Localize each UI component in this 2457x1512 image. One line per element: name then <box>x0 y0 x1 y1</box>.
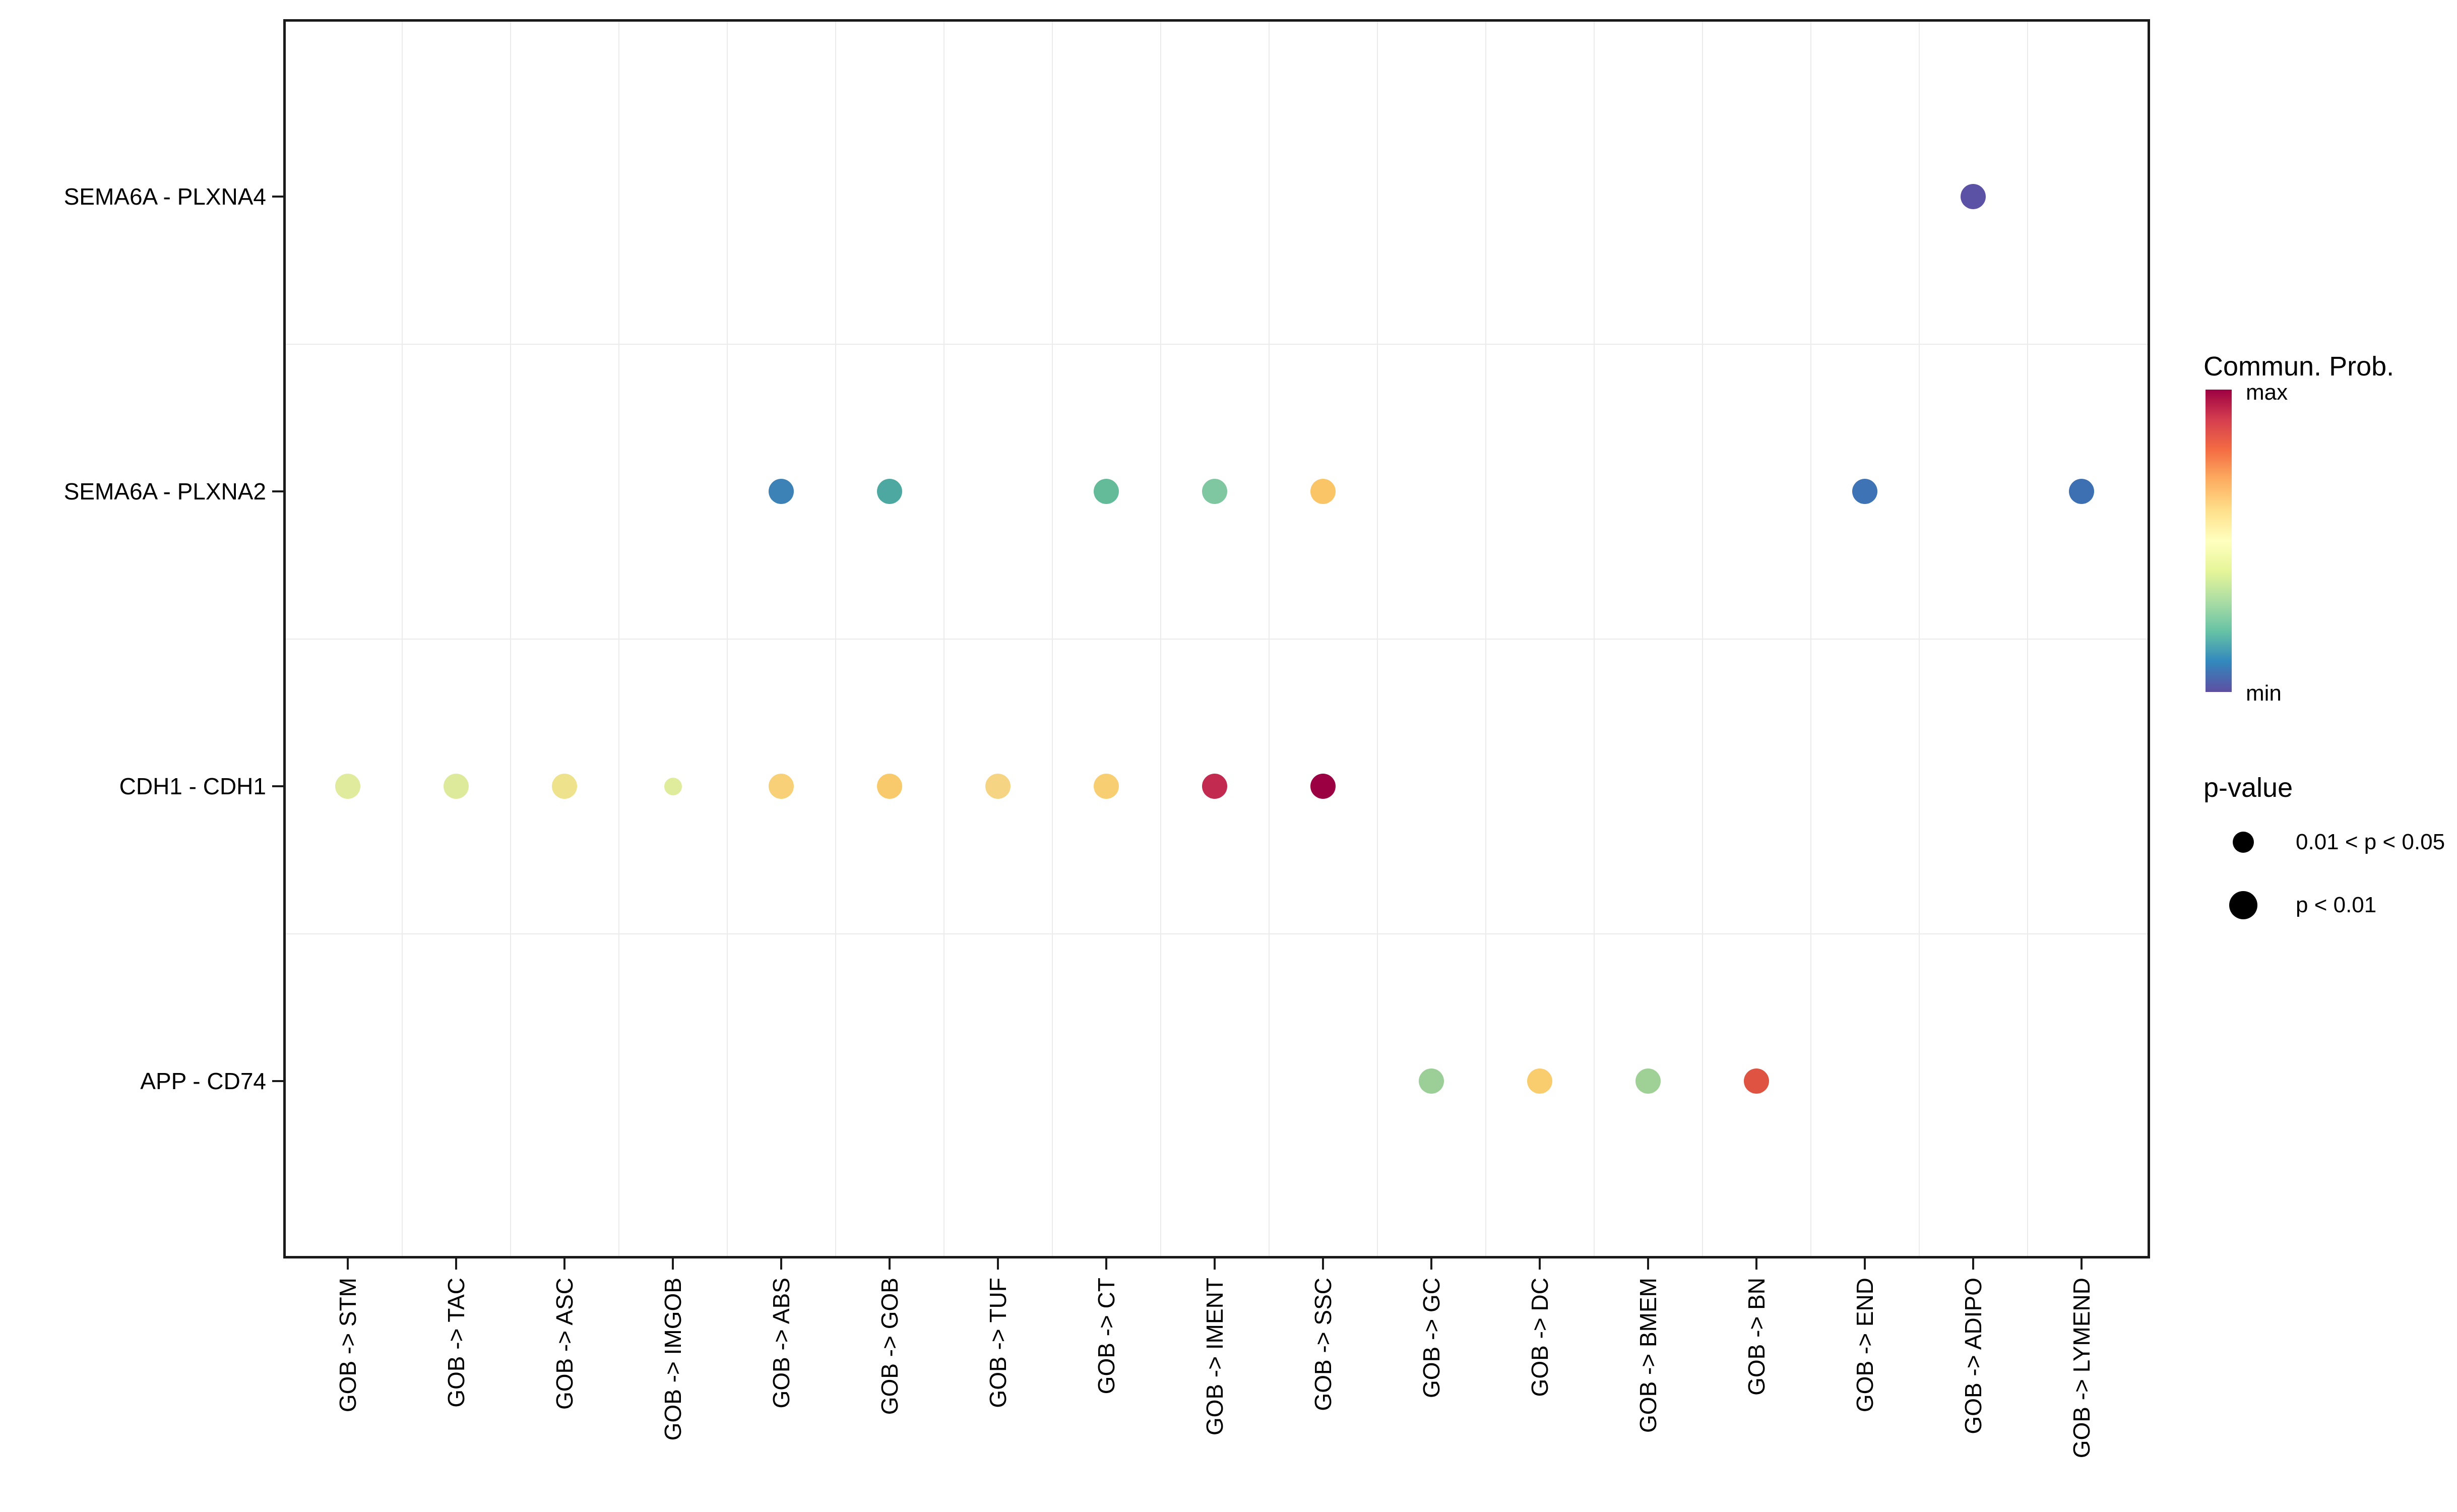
x-tick <box>347 1258 349 1270</box>
x-tick <box>1972 1258 1974 1270</box>
y-axis-label: CDH1 - CDH1 <box>119 773 266 799</box>
x-tick <box>1539 1258 1541 1270</box>
gridline-horizontal <box>286 933 2148 934</box>
colorbar-min-label: min <box>2246 681 2282 706</box>
pvalue-key-label-large: p < 0.01 <box>2296 893 2377 917</box>
x-tick <box>1755 1258 1757 1270</box>
data-point <box>769 479 794 504</box>
pvalue-key-dot-small <box>2233 832 2254 853</box>
pvalue-key-dot-large <box>2229 891 2257 919</box>
x-axis-label: GOB -> END <box>1852 1278 1878 1413</box>
y-tick <box>272 490 283 492</box>
y-tick <box>272 196 283 198</box>
y-axis-label: SEMA6A - PLXNA2 <box>64 478 266 505</box>
data-point <box>1202 479 1227 504</box>
data-point <box>1094 774 1119 799</box>
gridline-horizontal <box>286 343 2148 345</box>
data-point <box>1202 774 1227 799</box>
data-point <box>769 774 794 799</box>
data-point <box>985 774 1011 799</box>
x-axis-label: GOB -> TAC <box>443 1278 469 1408</box>
x-tick <box>672 1258 674 1270</box>
x-tick <box>1322 1258 1324 1270</box>
x-tick <box>563 1258 565 1270</box>
data-point <box>1527 1068 1552 1094</box>
x-axis-label: GOB -> STM <box>335 1278 361 1413</box>
colorbar-gradient <box>2206 390 2232 692</box>
x-axis-label: GOB -> GC <box>1418 1278 1444 1398</box>
color-legend-title: Commun. Prob. <box>2203 351 2395 382</box>
pvalue-legend-title: p-value <box>2203 773 2293 803</box>
x-axis-label: GOB -> CT <box>1093 1278 1119 1395</box>
x-axis-label: GOB -> LYMEND <box>2068 1278 2095 1459</box>
x-axis-label: GOB -> TUF <box>985 1278 1011 1408</box>
x-tick <box>1647 1258 1649 1270</box>
data-point <box>1852 479 1877 504</box>
x-axis-label: GOB -> GOB <box>876 1278 903 1415</box>
x-tick <box>1864 1258 1866 1270</box>
x-tick <box>2081 1258 2083 1270</box>
x-axis-label: GOB -> IMGOB <box>660 1278 686 1441</box>
data-point <box>1635 1068 1661 1094</box>
y-axis-label: APP - CD74 <box>140 1068 266 1094</box>
pvalue-key-label-small: 0.01 < p < 0.05 <box>2296 830 2445 854</box>
data-point <box>1310 479 1336 504</box>
y-tick <box>272 1080 283 1082</box>
data-point <box>877 479 902 504</box>
data-point <box>335 774 360 799</box>
data-point <box>444 774 469 799</box>
data-point <box>1744 1068 1769 1094</box>
data-point <box>552 774 577 799</box>
y-axis-label: SEMA6A - PLXNA4 <box>64 183 266 210</box>
x-axis-label: GOB -> ABS <box>768 1278 794 1409</box>
x-tick <box>997 1258 999 1270</box>
x-axis-label: GOB -> BMEM <box>1635 1278 1661 1433</box>
data-point <box>1961 184 1986 209</box>
x-tick <box>1105 1258 1107 1270</box>
x-axis-label: GOB -> ASC <box>551 1278 578 1410</box>
gridline-horizontal <box>286 638 2148 640</box>
data-point <box>1310 774 1336 799</box>
y-tick <box>272 785 283 787</box>
data-point <box>1094 479 1119 504</box>
x-axis-label: GOB -> DC <box>1527 1278 1553 1397</box>
x-axis-label: GOB -> BN <box>1743 1278 1770 1396</box>
x-tick <box>1430 1258 1432 1270</box>
data-point <box>1419 1068 1444 1094</box>
data-point <box>2069 479 2094 504</box>
data-point <box>877 774 902 799</box>
x-axis-label: GOB -> ADIPO <box>1960 1278 1986 1434</box>
x-axis-label: GOB -> IMENT <box>1202 1278 1228 1436</box>
colorbar-max-label: max <box>2246 380 2288 405</box>
x-axis-label: GOB -> SSC <box>1310 1278 1336 1411</box>
data-point <box>664 777 682 795</box>
x-tick <box>455 1258 457 1270</box>
x-tick <box>889 1258 891 1270</box>
x-tick <box>780 1258 782 1270</box>
x-tick <box>1214 1258 1216 1270</box>
